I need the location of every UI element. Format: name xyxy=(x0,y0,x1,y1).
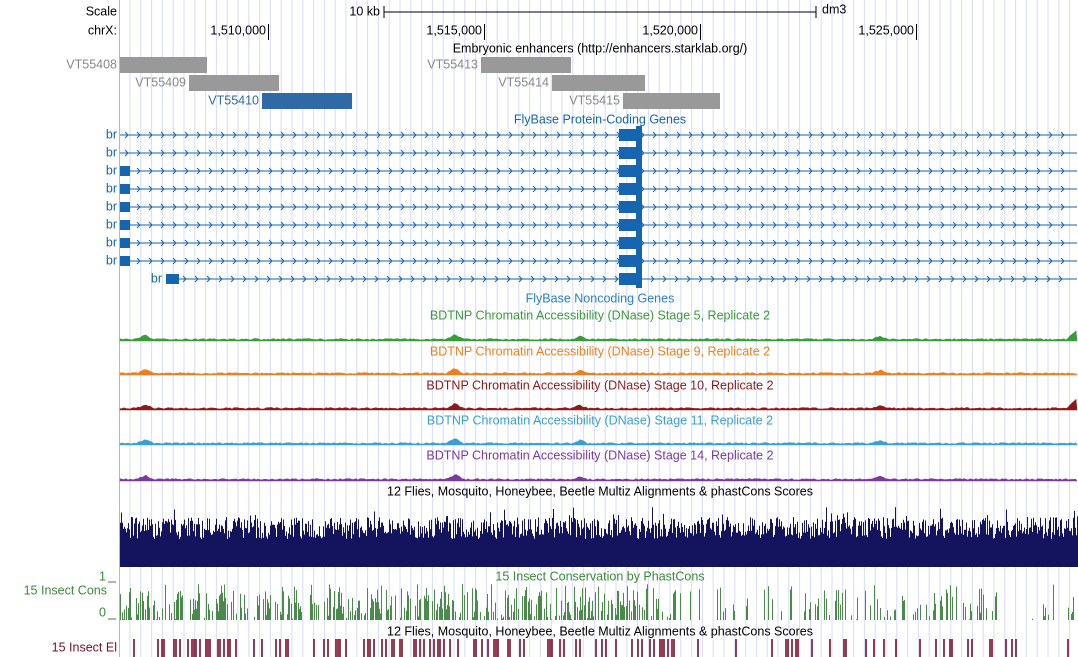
exon xyxy=(619,237,637,249)
gene-label: br xyxy=(106,253,117,267)
gene-line xyxy=(120,257,1077,265)
conserved-elements xyxy=(133,639,1069,657)
position-label: 1,515,000 xyxy=(426,23,482,37)
track-title: BDTNP Chromatin Accessibility (DNase) St… xyxy=(427,413,773,427)
axis-label: 0 xyxy=(99,605,106,619)
dnase-signal xyxy=(119,330,1078,342)
track-title: BDTNP Chromatin Accessibility (DNase) St… xyxy=(426,448,773,462)
scale-bar xyxy=(383,6,817,18)
enhancer-box xyxy=(552,75,645,91)
exon xyxy=(636,198,642,216)
enhancer-label: VT55414 xyxy=(498,75,549,89)
exon xyxy=(636,144,642,162)
gene-label: br xyxy=(106,217,117,231)
track-title: Embryonic enhancers (http://enhancers.st… xyxy=(453,41,748,55)
dnase-signal xyxy=(119,368,1078,376)
position-label: 1,510,000 xyxy=(210,23,266,37)
multiz-signal xyxy=(120,507,1078,567)
grid xyxy=(129,0,1071,657)
exon xyxy=(120,202,130,212)
gene-label: br xyxy=(151,271,162,285)
enhancer-box xyxy=(189,75,279,91)
gene-label: br xyxy=(106,145,117,159)
exon xyxy=(120,184,130,194)
exon xyxy=(120,166,130,176)
gene-line xyxy=(120,239,1077,247)
exon xyxy=(636,126,642,144)
gene-line xyxy=(120,167,1077,175)
exon xyxy=(619,129,637,141)
exon xyxy=(120,238,130,248)
gene-label: br xyxy=(106,199,117,213)
gene-line xyxy=(120,221,1077,229)
exon xyxy=(619,183,637,195)
exon xyxy=(636,234,642,252)
gene-label: br xyxy=(106,163,117,177)
grid-lines xyxy=(129,0,1071,657)
exon xyxy=(636,180,642,198)
enhancer-label: VT55415 xyxy=(569,93,620,107)
enhancer-label: VT55413 xyxy=(427,57,478,71)
track-title: 15 Insect Conservation by PhastCons xyxy=(495,569,704,583)
exon xyxy=(619,273,637,285)
track-title: BDTNP Chromatin Accessibility (DNase) St… xyxy=(430,308,770,322)
enhancer-label: VT55408 xyxy=(66,57,117,71)
position-label: 1,525,000 xyxy=(858,23,914,37)
enhancer-label: VT55410 xyxy=(208,93,259,107)
conservation-signal xyxy=(120,584,1074,620)
track-title: FlyBase Protein-Coding Genes xyxy=(514,112,686,126)
enhancer-box xyxy=(481,57,571,73)
position-label: 1,520,000 xyxy=(642,23,698,37)
enhancer-label: VT55409 xyxy=(135,75,186,89)
track-title: FlyBase Noncoding Genes xyxy=(526,291,675,305)
enhancer-box xyxy=(262,93,352,109)
exon xyxy=(619,147,637,159)
axis-ticks xyxy=(108,581,116,620)
exon xyxy=(120,220,130,230)
gene-line xyxy=(120,203,1077,211)
scale-label: Scale xyxy=(86,4,117,18)
chrom-label: chrX: xyxy=(88,23,117,37)
dnase-signal xyxy=(119,438,1078,446)
gene-label: br xyxy=(106,181,117,195)
exon xyxy=(636,162,642,180)
dnase-signal xyxy=(119,398,1078,411)
gene-label: br xyxy=(106,235,117,249)
track-title: 12 Flies, Mosquito, Honeybee, Beetle Mul… xyxy=(387,484,813,498)
exon xyxy=(166,274,179,284)
exon xyxy=(619,165,637,177)
exon xyxy=(120,256,130,266)
gene-line xyxy=(120,131,1077,139)
gene-label: br xyxy=(106,127,117,141)
exon xyxy=(619,255,637,267)
exon xyxy=(636,252,642,270)
enhancer-box xyxy=(120,57,207,73)
track-title: BDTNP Chromatin Accessibility (DNase) St… xyxy=(430,344,770,358)
scale-bar-label: 10 kb xyxy=(349,4,380,18)
assembly-label: dm3 xyxy=(822,2,846,16)
exon xyxy=(636,270,642,288)
exon xyxy=(636,216,642,234)
track-title: 12 Flies, Mosquito, Honeybee, Beetle Mul… xyxy=(387,624,813,638)
side-label: 15 Insect El xyxy=(52,640,117,654)
enhancer-box xyxy=(623,93,720,109)
gene-line xyxy=(120,149,1077,157)
track-title: BDTNP Chromatin Accessibility (DNase) St… xyxy=(426,378,773,392)
gene-line xyxy=(120,185,1077,193)
tracks: 1,510,000 1,515,000 1,520,000 1,525,000 VT55… xyxy=(66,23,1078,657)
exon xyxy=(619,201,637,213)
side-label: 15 Insect Cons xyxy=(24,583,107,597)
axis-label: 1 xyxy=(99,569,106,583)
dnase-signal xyxy=(119,474,1078,482)
exon xyxy=(619,219,637,231)
